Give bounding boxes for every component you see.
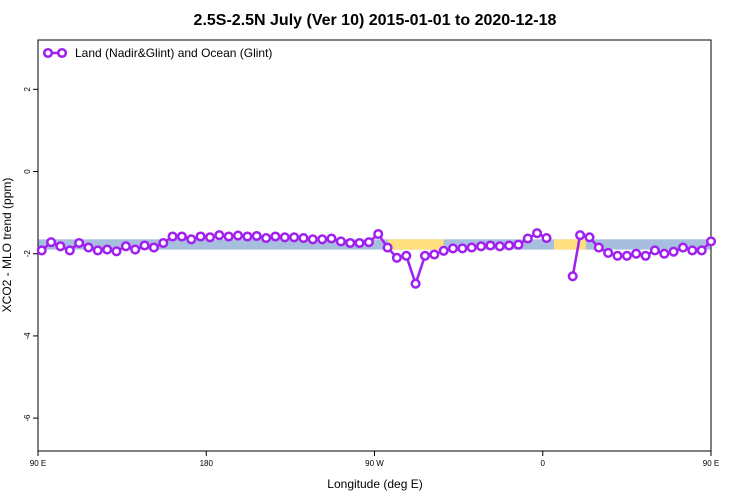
data-point bbox=[696, 245, 707, 256]
x-tick-label: 90 E bbox=[30, 459, 46, 468]
data-point bbox=[317, 234, 328, 245]
data-point bbox=[447, 243, 459, 254]
data-point bbox=[279, 232, 290, 243]
data-point bbox=[659, 248, 670, 259]
data-point bbox=[223, 231, 234, 242]
data-point bbox=[158, 237, 169, 249]
data-point bbox=[242, 231, 253, 242]
x-tick-label: 0 bbox=[541, 459, 546, 468]
y-tick-label: -6 bbox=[23, 414, 32, 422]
series-points bbox=[36, 228, 717, 289]
data-point bbox=[382, 242, 393, 253]
data-point bbox=[261, 233, 272, 244]
data-point bbox=[251, 230, 262, 242]
legend-marker bbox=[56, 47, 68, 59]
data-point bbox=[677, 242, 689, 253]
data-point bbox=[584, 232, 595, 243]
data-point bbox=[335, 236, 346, 247]
y-tick-label: -2 bbox=[23, 250, 32, 258]
data-point bbox=[640, 250, 651, 261]
data-point bbox=[513, 239, 524, 250]
data-point bbox=[476, 241, 487, 252]
y-tick-label: -4 bbox=[23, 332, 32, 340]
land-band bbox=[387, 239, 444, 250]
data-point bbox=[289, 232, 300, 243]
data-point bbox=[649, 245, 660, 256]
data-point bbox=[373, 228, 384, 240]
ocean-band bbox=[38, 239, 711, 250]
data-point bbox=[167, 231, 178, 242]
data-point bbox=[214, 230, 225, 241]
data-point bbox=[148, 242, 159, 253]
data-point bbox=[429, 249, 440, 260]
x-tick-label: 90 W bbox=[365, 459, 384, 468]
data-point bbox=[593, 242, 604, 253]
data-point bbox=[130, 244, 141, 255]
legend-label: Land (Nadir&Glint) and Ocean (Glint) bbox=[75, 46, 272, 60]
data-point bbox=[401, 250, 412, 261]
data-point bbox=[186, 234, 197, 245]
data-point bbox=[326, 233, 337, 244]
data-point bbox=[504, 240, 515, 251]
data-point bbox=[603, 247, 614, 258]
data-point bbox=[485, 240, 496, 251]
chart-title: 2.5S-2.5N July (Ver 10) 2015-01-01 to 20… bbox=[194, 12, 557, 29]
data-point bbox=[92, 245, 103, 256]
data-point bbox=[46, 237, 57, 248]
data-point bbox=[438, 245, 449, 256]
data-point bbox=[687, 245, 698, 256]
data-point bbox=[270, 231, 281, 242]
data-point bbox=[532, 228, 543, 239]
data-point bbox=[55, 241, 66, 252]
data-point bbox=[204, 232, 216, 243]
legend-marker bbox=[42, 47, 54, 59]
data-point bbox=[74, 237, 85, 249]
data-point bbox=[575, 230, 586, 241]
data-point bbox=[363, 237, 374, 248]
data-point bbox=[176, 231, 187, 242]
data-point bbox=[621, 250, 632, 261]
legend: Land (Nadir&Glint) and Ocean (Glint) bbox=[42, 46, 272, 60]
data-point bbox=[419, 250, 431, 261]
data-point bbox=[541, 233, 552, 244]
y-tick-label: 0 bbox=[23, 169, 32, 174]
data-point bbox=[522, 233, 533, 244]
x-tick-label: 180 bbox=[200, 459, 214, 468]
data-point bbox=[567, 271, 578, 282]
data-point bbox=[195, 231, 206, 242]
data-point bbox=[36, 245, 47, 256]
data-point bbox=[410, 278, 421, 289]
land-band bbox=[553, 239, 586, 250]
x-tick-label: 90 E bbox=[703, 459, 719, 468]
data-point bbox=[64, 245, 75, 256]
data-point bbox=[307, 234, 318, 245]
data-point bbox=[345, 237, 356, 249]
data-point bbox=[466, 242, 477, 253]
data-point bbox=[120, 241, 131, 252]
data-point bbox=[354, 237, 365, 249]
data-point bbox=[705, 236, 717, 247]
y-axis: 2 0 -2 -4 -6 bbox=[23, 87, 38, 422]
y-axis-label: XCO2 - MLO trend (ppm) bbox=[0, 178, 14, 313]
data-point bbox=[457, 243, 468, 254]
data-point bbox=[232, 230, 244, 241]
background-bands bbox=[38, 239, 711, 250]
data-point bbox=[494, 241, 505, 252]
x-axis: 90 E 180 90 W 0 90 E bbox=[30, 451, 719, 468]
data-point bbox=[391, 252, 402, 263]
data-point bbox=[83, 242, 94, 253]
data-point bbox=[102, 244, 113, 255]
y-tick-label: 2 bbox=[23, 87, 32, 92]
data-point bbox=[298, 233, 309, 244]
data-point bbox=[612, 250, 623, 261]
data-point bbox=[139, 240, 150, 251]
data-point bbox=[111, 246, 122, 257]
data-point bbox=[668, 246, 679, 257]
data-point bbox=[631, 248, 642, 259]
x-axis-label: Longitude (deg E) bbox=[327, 477, 422, 491]
